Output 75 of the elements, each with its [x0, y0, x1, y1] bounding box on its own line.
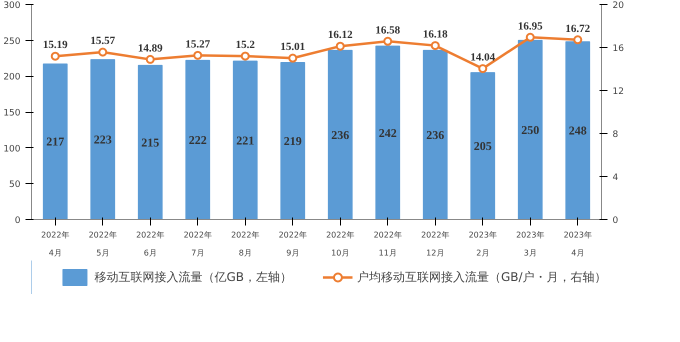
point	[146, 54, 155, 64]
y-tick-label: 300	[3, 1, 21, 11]
bar	[185, 60, 210, 220]
bar	[470, 72, 496, 220]
data-label: 16.12	[328, 29, 354, 42]
data-label: 16.72	[565, 22, 591, 35]
data-label: 15.01	[280, 41, 306, 54]
bar	[328, 50, 353, 220]
point	[430, 41, 440, 50]
category-label: 2022年 4月	[41, 230, 70, 258]
data-label: 219	[284, 134, 302, 148]
y2-tick-label: 12	[612, 87, 624, 97]
data-label: 236	[331, 128, 350, 142]
data-label: 15.2	[236, 39, 256, 52]
data-label: 16.18	[422, 28, 448, 41]
bar	[565, 41, 590, 220]
bar	[90, 59, 116, 220]
legend-label: 移动互联网接入流量（亿GB，左轴）	[94, 268, 292, 286]
bar	[422, 50, 448, 220]
category-label: 2022年 10月	[326, 230, 354, 258]
category-label: 2022年 5月	[88, 230, 117, 258]
data-label: 14.89	[138, 42, 164, 54]
point	[526, 32, 535, 42]
y-tick-label: 0	[14, 216, 21, 226]
category-label: 2022年 7月	[184, 230, 212, 258]
point	[98, 48, 108, 57]
data-label: 15.57	[90, 35, 116, 48]
y-tick-label: 50	[9, 180, 21, 190]
point	[336, 42, 345, 51]
y-tick-label: 200	[3, 72, 21, 83]
data-label: 16.95	[518, 20, 544, 32]
point	[288, 54, 298, 63]
point	[240, 52, 250, 61]
category-label: 2023年 4月	[564, 230, 592, 258]
point	[193, 50, 202, 60]
data-label: 248	[568, 124, 587, 138]
point	[383, 36, 392, 46]
data-label: 223	[94, 132, 112, 147]
category-label: 2023年 2月	[468, 230, 497, 258]
data-label: 215	[141, 135, 160, 150]
category-label: 2022年 9月	[278, 230, 307, 258]
data-label: 242	[378, 126, 397, 140]
legend-label: 户均移动互联网接入流量（GB/户・月，右轴）	[356, 268, 607, 286]
bar	[138, 64, 163, 220]
category-label: 2022年 8月	[231, 230, 260, 258]
bar	[42, 63, 68, 220]
data-label: 14.04	[470, 52, 496, 64]
y2-tick-label: 8	[612, 130, 618, 140]
bar	[518, 40, 543, 220]
bar	[375, 46, 400, 220]
data-label: 205	[474, 139, 492, 154]
bar	[280, 62, 306, 220]
point	[573, 35, 582, 44]
y-tick-label: 100	[3, 144, 21, 154]
y2-tick-label: 20	[612, 1, 624, 11]
data-label: 15.19	[42, 39, 68, 52]
category-label: 2022年 12月	[421, 230, 450, 258]
y-tick-label: 150	[3, 108, 21, 118]
bar	[232, 60, 258, 220]
category-label: 2022年 6月	[136, 230, 164, 258]
category-label: 2022年 11月	[374, 230, 402, 258]
point	[478, 64, 488, 74]
category-label: 2023年 3月	[516, 230, 544, 258]
data-label: 16.58	[375, 24, 401, 36]
y2-tick-label: 0	[612, 216, 618, 226]
y2-tick-label: 16	[612, 44, 624, 54]
point	[50, 52, 60, 61]
data-label: 221	[236, 133, 254, 148]
y-tick-label: 250	[3, 36, 21, 47]
data-label: 236	[426, 128, 444, 142]
data-label: 222	[188, 132, 207, 147]
data-label: 217	[46, 134, 64, 149]
data-label: 15.27	[185, 38, 211, 50]
data-label: 250	[521, 122, 540, 137]
y2-tick-label: 4	[612, 173, 618, 183]
